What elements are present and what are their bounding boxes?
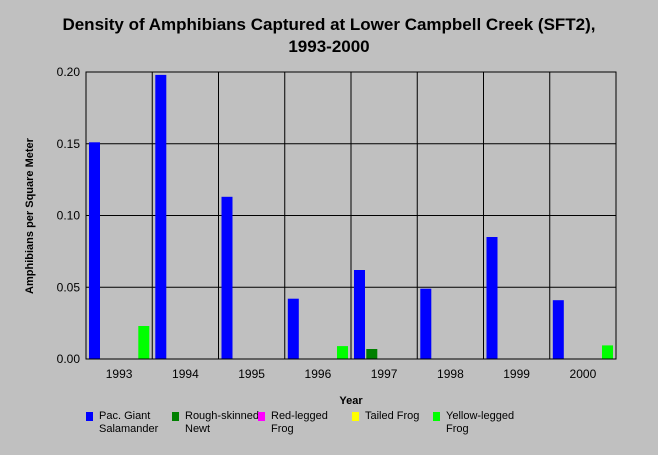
legend-label: Tailed Frog <box>365 410 420 422</box>
x-tick-label: 1994 <box>172 367 199 381</box>
plot-frame <box>85 71 617 360</box>
bar-1995-series-0 <box>221 196 233 359</box>
legend-item: Tailed Frog <box>352 410 453 423</box>
legend-item: Red-legged Frog <box>258 410 359 436</box>
chart-title-line-1: Density of Amphibians Captured at Lower … <box>62 15 596 34</box>
bar-1998-series-0 <box>420 288 432 359</box>
x-tick-label: 1996 <box>305 367 332 381</box>
legend-swatch <box>352 412 359 421</box>
x-tick-label: 1998 <box>437 367 464 381</box>
bar-1993-series-0 <box>89 142 100 359</box>
bar-1996-series-0 <box>287 298 299 359</box>
legend-swatch <box>86 412 93 421</box>
legend-label: Red-legged Frog <box>271 410 328 435</box>
bar-1997-series-1 <box>366 349 378 359</box>
bar-1994-series-0 <box>155 74 167 360</box>
legend: Pac. Giant Salamander Rough-skinned Newt Red… <box>86 410 646 442</box>
legend-item: Yellow-legged Frog <box>433 410 534 436</box>
x-tick-label: 1997 <box>371 367 398 381</box>
bar-2000-series-4 <box>602 345 613 359</box>
x-tick-labels: 1993 1994 1995 1996 1997 1998 1999 2000 <box>106 367 597 381</box>
bar-2000-series-0 <box>552 300 564 359</box>
bar-1997-series-0 <box>354 270 365 359</box>
bar-1996-series-4 <box>337 346 348 359</box>
chart-title-line-2: 1993-2000 <box>288 37 370 56</box>
legend-item: Pac. Giant Salamander <box>86 410 187 436</box>
bar-1999-series-0 <box>486 237 498 359</box>
x-axis-label: Year <box>339 395 363 407</box>
legend-label: Yellow-legged Frog <box>446 410 515 435</box>
y-tick-label: 0.20 <box>57 65 81 79</box>
y-tick-label: 0.15 <box>57 137 81 151</box>
legend-swatch <box>172 412 179 421</box>
y-tick-label: 0.10 <box>57 209 81 223</box>
x-tick-label: 1995 <box>238 367 265 381</box>
legend-label: Pac. Giant Salamander <box>99 410 159 435</box>
bars-group <box>89 74 613 360</box>
x-tick-label: 1999 <box>503 367 530 381</box>
y-axis-label: Amphibians per Square Meter <box>24 137 36 294</box>
y-tick-label: 0.05 <box>57 280 81 294</box>
legend-swatch <box>433 412 440 421</box>
x-tick-label: 2000 <box>570 367 597 381</box>
legend-item: Rough-skinned Newt <box>172 410 273 436</box>
y-tick-label: 0.00 <box>57 352 81 366</box>
legend-label: Rough-skinned Newt <box>185 410 259 435</box>
x-tick-label: 1993 <box>106 367 133 381</box>
y-tick-labels: 0.00 0.05 0.10 0.15 0.20 <box>57 65 81 366</box>
legend-swatch <box>258 412 265 421</box>
bar-1993-series-4 <box>138 326 150 359</box>
chart-title: Density of Amphibians Captured at Lower … <box>0 14 658 58</box>
